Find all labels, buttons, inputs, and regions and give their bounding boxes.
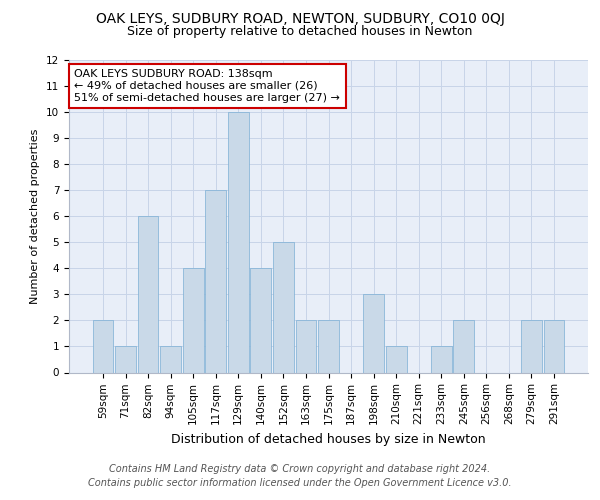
Bar xyxy=(160,346,181,372)
Bar xyxy=(296,320,316,372)
Text: OAK LEYS SUDBURY ROAD: 138sqm
← 49% of detached houses are smaller (26)
51% of s: OAK LEYS SUDBURY ROAD: 138sqm ← 49% of d… xyxy=(74,70,340,102)
Bar xyxy=(92,320,113,372)
Bar xyxy=(115,346,136,372)
Y-axis label: Number of detached properties: Number of detached properties xyxy=(31,128,40,304)
Text: Size of property relative to detached houses in Newton: Size of property relative to detached ho… xyxy=(127,25,473,38)
Bar xyxy=(205,190,226,372)
Bar xyxy=(386,346,407,372)
Text: Contains HM Land Registry data © Crown copyright and database right 2024.
Contai: Contains HM Land Registry data © Crown c… xyxy=(88,464,512,487)
X-axis label: Distribution of detached houses by size in Newton: Distribution of detached houses by size … xyxy=(171,432,486,446)
Text: OAK LEYS, SUDBURY ROAD, NEWTON, SUDBURY, CO10 0QJ: OAK LEYS, SUDBURY ROAD, NEWTON, SUDBURY,… xyxy=(95,12,505,26)
Bar xyxy=(183,268,203,372)
Bar xyxy=(273,242,294,372)
Bar xyxy=(521,320,542,372)
Bar xyxy=(454,320,474,372)
Bar xyxy=(137,216,158,372)
Bar xyxy=(250,268,271,372)
Bar xyxy=(431,346,452,372)
Bar xyxy=(363,294,384,372)
Bar xyxy=(318,320,339,372)
Bar xyxy=(228,112,248,372)
Bar xyxy=(544,320,565,372)
